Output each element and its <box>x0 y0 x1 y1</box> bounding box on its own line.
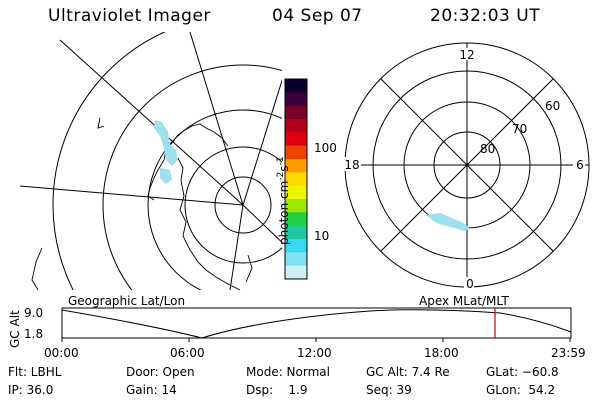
lat-circle <box>214 176 272 234</box>
aurora-emission <box>426 213 470 231</box>
time-tick-0: 00:00 <box>44 346 79 360</box>
colorbar-band <box>285 145 307 160</box>
time-tick-3: 18:00 <box>424 346 459 360</box>
door-info: Door: Open <box>126 365 195 379</box>
altitude-curve <box>61 309 572 339</box>
meridian-line <box>20 185 244 206</box>
colorbar-band <box>285 79 307 93</box>
colorbar-band <box>285 92 307 107</box>
meridian-line <box>59 39 244 206</box>
mlat-label-70: 70 <box>512 122 527 136</box>
altitude-strip-plot <box>61 307 572 342</box>
seq-info: Seq: 39 <box>366 383 412 397</box>
colorbar-band <box>285 119 307 133</box>
filter-info: Flt: LBHL <box>8 365 62 379</box>
colorbar-band <box>285 265 307 280</box>
glon-info: GLon: 54.2 <box>486 383 556 397</box>
mlt-line <box>380 78 554 252</box>
lat-circle <box>52 32 166 290</box>
time-tick-4: 23:59 <box>551 346 586 360</box>
time-tick-2: 12:00 <box>297 346 332 360</box>
ip-info: IP: 36.0 <box>8 383 54 397</box>
colorbar-band <box>285 225 307 240</box>
mlt-label-12: 12 <box>459 48 474 62</box>
colorbar-band <box>285 199 307 213</box>
lat-circle <box>184 146 282 264</box>
meridian-line <box>242 204 282 244</box>
app-title: Ultraviolet Imager <box>48 6 211 26</box>
date-label: 04 Sep 07 <box>272 6 363 26</box>
coastline <box>147 123 241 290</box>
colorbar-band <box>285 212 307 227</box>
colorbar-band <box>285 159 307 173</box>
coastline <box>31 117 253 290</box>
colorbar-band <box>285 185 307 200</box>
gc-alt-info: GC Alt: 7.4 Re <box>366 365 450 379</box>
mlt-label-0: 0 <box>466 277 474 291</box>
lat-circle <box>147 109 282 290</box>
altitude-axis-label: GC Alt <box>8 310 22 348</box>
colorbar-tick-100: 100 <box>314 141 337 155</box>
mlat-label-60: 60 <box>545 99 560 113</box>
colorbar-band <box>285 105 307 120</box>
gain-info: Gain: 14 <box>126 383 177 397</box>
intensity-colorbar <box>284 78 308 280</box>
altitude-max-label: 9.0 <box>24 306 44 320</box>
lat-circle <box>102 64 282 290</box>
colorbar-band <box>285 172 307 187</box>
mlt-label-18: 18 <box>344 158 359 172</box>
magnetic-polar-plot: 12 18 6 0 60 70 80 <box>343 42 590 291</box>
colorbar-band <box>285 252 307 267</box>
meridian-line <box>189 32 244 206</box>
mode-info: Mode: Normal <box>246 365 330 379</box>
colorbar-band <box>285 239 307 253</box>
altitude-min-label: 1.8 <box>24 327 44 341</box>
colorbar-band <box>285 132 307 147</box>
geographic-map <box>20 32 282 290</box>
colorbar-tick-10: 10 <box>314 229 330 243</box>
geographic-map-label: Geographic Lat/Lon <box>68 294 186 308</box>
meridian-line <box>242 78 282 206</box>
time-tick-1: 06:00 <box>170 346 205 360</box>
aurora-emission <box>154 120 178 184</box>
meridian-line <box>229 204 244 290</box>
mlt-label-6: 6 <box>576 158 584 172</box>
colorbar-unit-label: photon cm-2s-1 <box>276 156 291 245</box>
mlat-label-80: 80 <box>480 142 495 156</box>
dsp-info: Dsp: 1.9 <box>246 383 308 397</box>
time-label: 20:32:03 UT <box>430 6 541 26</box>
glat-info: GLat: −60.8 <box>486 365 559 379</box>
magnetic-map-label: Apex MLat/MLT <box>419 294 509 308</box>
